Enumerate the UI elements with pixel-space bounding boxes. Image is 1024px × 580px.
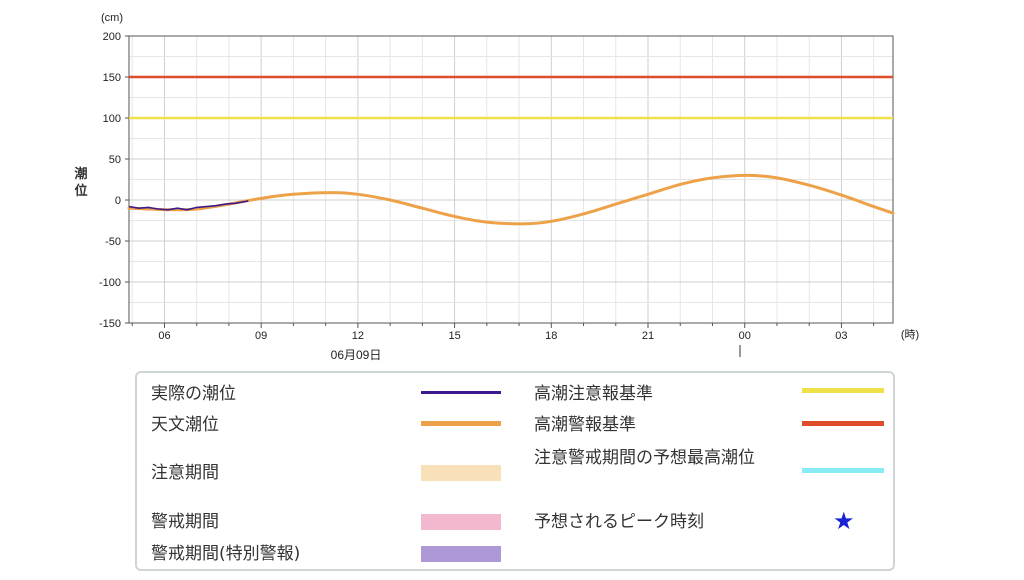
y-tick-label: 0: [115, 195, 121, 207]
x-tick-label: 03: [835, 330, 847, 342]
legend-label-special-warning-period: 警戒期間(特別警報): [151, 544, 301, 564]
legend-label-peak-time: 予想されるピーク時刻: [534, 512, 704, 532]
x-tick-label: 06: [158, 330, 170, 342]
y-tick-label: -150: [99, 318, 121, 330]
x-tick-label: 09: [255, 330, 267, 342]
y-unit-label: (cm): [101, 12, 123, 24]
y-tick-label: -100: [99, 277, 121, 289]
y-tick-label: 150: [103, 72, 121, 84]
legend-label-warning-period: 警戒期間: [151, 512, 219, 532]
legend-swatch-observed: [421, 391, 501, 394]
legend-swatch-astronomical: [421, 421, 501, 426]
legend-swatch-warning-threshold: [802, 421, 884, 426]
legend-label-forecast-max-tide: 注意警戒期間の予想最高潮位: [534, 448, 755, 468]
x-tick-label: 18: [545, 330, 557, 342]
legend-swatch-caution-period: [421, 465, 501, 481]
legend-swatch-advisory-threshold: [802, 388, 884, 393]
plot-frame: [128, 35, 894, 324]
y-tick-label: -50: [105, 236, 121, 248]
y-axis-title: 潮位: [74, 167, 88, 199]
x-tick-label: 12: [352, 330, 364, 342]
legend-swatch-special-warning-period: [421, 546, 501, 562]
legend-label-warning-threshold: 高潮警報基準: [534, 415, 636, 435]
date-label: 06月09日: [331, 348, 382, 362]
legend-label-astronomical: 天文潮位: [151, 415, 219, 435]
x-tick-label: 15: [448, 330, 460, 342]
legend-swatch-forecast-max-tide: [802, 468, 884, 473]
x-unit-label: (時): [901, 328, 919, 341]
y-tick-label: 100: [103, 113, 121, 125]
series-line-observed-tide: [128, 200, 249, 211]
legend-label-caution-period: 注意期間: [151, 463, 219, 483]
y-tick-label: 50: [109, 154, 121, 166]
legend-label-observed: 実際の潮位: [151, 384, 236, 404]
x-tick-label: 00: [739, 330, 751, 342]
legend-label-advisory-threshold: 高潮注意報基準: [534, 384, 653, 404]
y-tick-label: 200: [103, 31, 121, 43]
x-tick-label: 21: [642, 330, 654, 342]
legend-swatch-warning-period: [421, 514, 501, 530]
legend: 実際の潮位 天文潮位 注意期間 警戒期間 警戒期間(特別警報) 高潮注意報基準 …: [135, 371, 895, 571]
star-icon: ★: [833, 507, 855, 535]
